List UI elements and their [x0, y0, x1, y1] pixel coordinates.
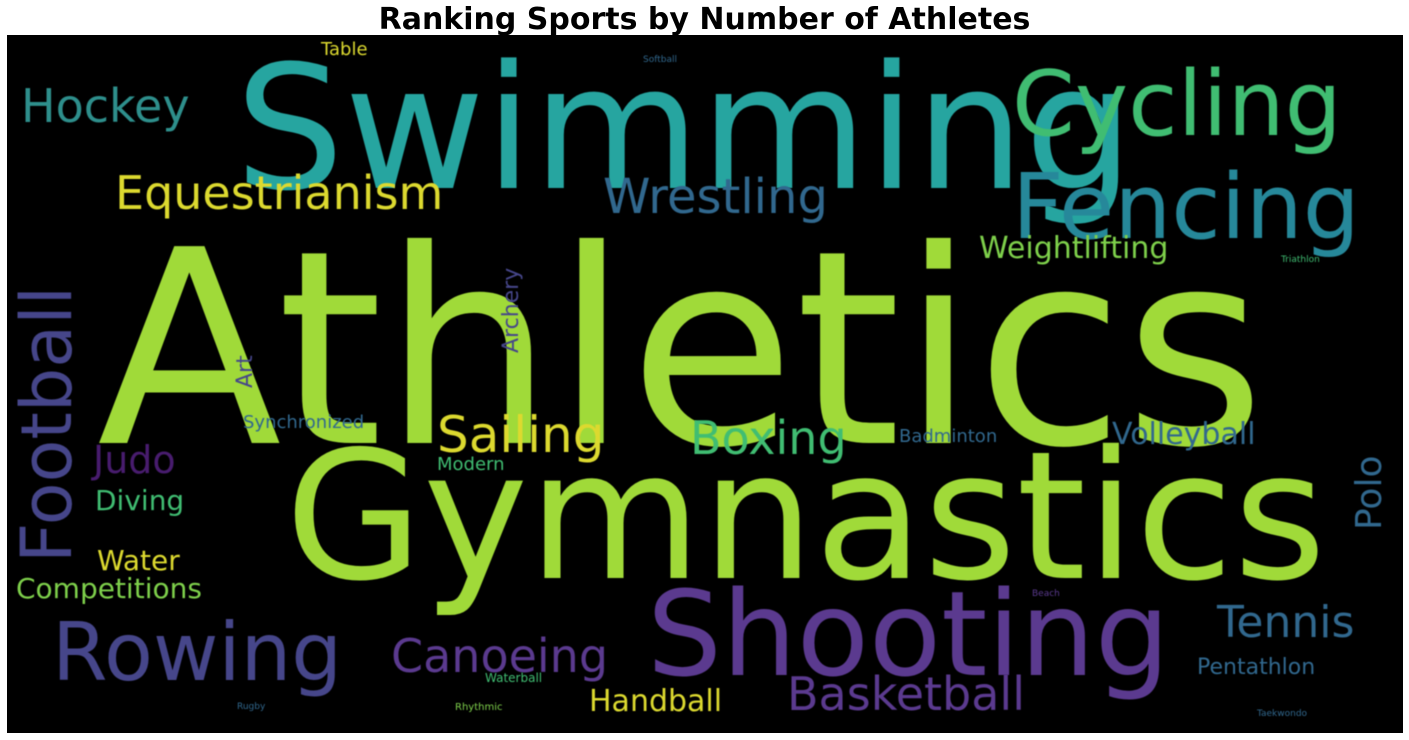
word-swimming: Swimming: [235, 35, 1134, 229]
word-table: Table: [321, 39, 368, 60]
chart-title: Ranking Sports by Number of Athletes: [378, 2, 1031, 37]
word-athletics: Athletics: [97, 192, 1266, 507]
word-water: Water: [97, 544, 180, 577]
word-pentathlon: Pentathlon: [1197, 655, 1316, 680]
word-handball: Handball: [589, 684, 723, 719]
word-cycling: Cycling: [1012, 52, 1342, 157]
word-rowing: Rowing: [52, 606, 343, 699]
word-gymnastics: Gymnastics: [285, 413, 1327, 620]
word-diving: Diving: [95, 484, 185, 517]
word-equestrianism: Equestrianism: [115, 166, 444, 220]
word-polo: Polo: [1349, 455, 1390, 530]
word-sailing: Sailing: [437, 406, 605, 464]
word-cloud: Athletics Swimming Gymnastics Shooting C…: [7, 35, 1403, 733]
word-canoeing: Canoeing: [391, 629, 609, 683]
word-football: Football: [7, 285, 88, 563]
word-triathlon: Triathlon: [1281, 255, 1320, 265]
word-synchronized: Synchronized: [243, 412, 365, 433]
word-badminton: Badminton: [899, 426, 998, 447]
word-art: Art: [233, 355, 258, 388]
word-wrestling: Wrestling: [603, 169, 828, 225]
word-fencing: Fencing: [1012, 155, 1360, 260]
word-tennis: Tennis: [1217, 597, 1355, 648]
word-archery: Archery: [499, 267, 524, 353]
word-hockey: Hockey: [21, 79, 190, 133]
word-basketball: Basketball: [787, 667, 1025, 721]
word-modern: Modern: [437, 454, 505, 475]
word-competitions: Competitions: [16, 572, 202, 605]
word-weightlifting: Weightlifting: [979, 231, 1169, 266]
word-judo: Judo: [93, 438, 176, 482]
word-rhythmic: Rhythmic: [455, 702, 503, 713]
word-softball: Softball: [643, 55, 677, 65]
word-waterball: Waterball: [485, 671, 543, 685]
word-volleyball: Volleyball: [1112, 417, 1256, 452]
word-beach: Beach: [1032, 589, 1060, 599]
word-taekwondo: Taekwondo: [1257, 709, 1308, 719]
word-shooting: Shooting: [647, 565, 1170, 703]
word-rugby: Rugby: [237, 702, 266, 712]
word-boxing: Boxing: [690, 411, 847, 465]
